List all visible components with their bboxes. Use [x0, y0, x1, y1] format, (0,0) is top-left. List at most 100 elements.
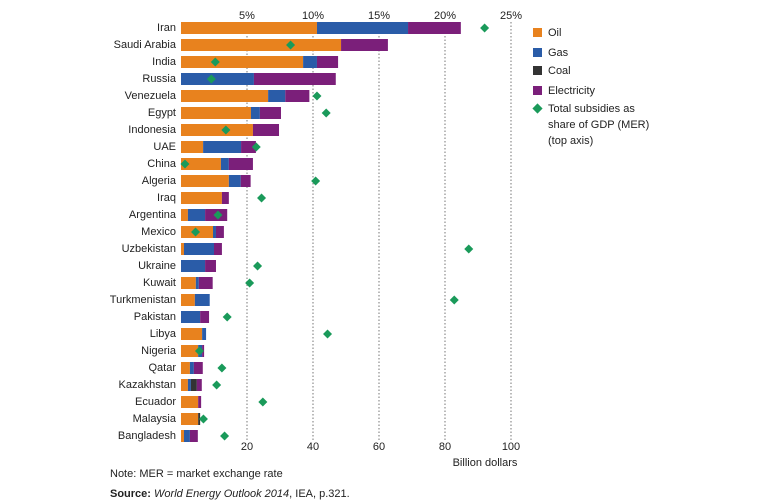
bar-segment — [252, 124, 280, 136]
share-marker — [449, 295, 459, 305]
category-label: Bangladesh — [118, 430, 176, 442]
x2-tick-label: 5% — [239, 10, 255, 22]
x2-tick-label: 20% — [434, 10, 456, 22]
share-marker — [191, 227, 201, 237]
bar-segment — [189, 362, 194, 374]
bar-segment — [181, 124, 253, 136]
category-label: Nigeria — [141, 345, 177, 357]
share-marker — [286, 40, 296, 50]
share-marker — [311, 176, 321, 186]
x-tick-label: 80 — [439, 441, 451, 453]
category-label: Argentina — [129, 209, 177, 221]
note: Note: MER = market exchange rate — [110, 468, 283, 480]
category-label: Uzbekistan — [122, 243, 176, 255]
category-label: Malaysia — [133, 413, 177, 425]
bar-segment — [181, 90, 269, 102]
bar-segment — [203, 141, 242, 153]
bar-segment — [181, 379, 188, 391]
bar-segment — [228, 158, 253, 170]
share-marker — [213, 210, 223, 220]
bar-segment — [205, 260, 216, 272]
bar-segment — [181, 294, 195, 306]
category-label: Mexico — [141, 226, 176, 238]
bar-segment — [183, 430, 190, 442]
category-label: Pakistan — [134, 311, 176, 323]
share-marker — [206, 74, 216, 84]
bar-segment — [198, 277, 213, 289]
bar-segment — [181, 107, 251, 119]
category-label: Venezuela — [125, 90, 177, 102]
x-tick-label: 60 — [373, 441, 385, 453]
category-label: UAE — [153, 141, 176, 153]
share-marker — [323, 329, 333, 339]
bar-segment — [200, 311, 210, 323]
bar-segment — [221, 192, 229, 204]
share-marker — [312, 91, 322, 101]
category-label: Egypt — [148, 107, 176, 119]
bar-segment — [187, 379, 191, 391]
share-marker — [258, 397, 268, 407]
bar-segment — [303, 56, 317, 68]
x-axis-title: Billion dollars — [453, 457, 518, 469]
x-tick-label: 20 — [241, 441, 253, 453]
bar-segment — [196, 379, 202, 391]
bar-segment — [181, 22, 317, 34]
category-label: Kuwait — [143, 277, 176, 289]
bar-segment — [228, 175, 241, 187]
category-label: Iran — [157, 22, 176, 34]
bar-segment — [181, 39, 342, 51]
category-label: Algeria — [142, 175, 177, 187]
bar-segment — [181, 209, 188, 221]
legend-marker — [533, 28, 542, 37]
bar-segment — [253, 73, 336, 85]
bar-segment — [240, 175, 251, 187]
bar-segment — [181, 175, 229, 187]
x-tick-label: 40 — [307, 441, 319, 453]
x-tick-label: 100 — [502, 441, 520, 453]
bar-segment — [181, 141, 204, 153]
legend-marker — [533, 86, 542, 95]
bar-segment — [250, 107, 260, 119]
bar-segment — [181, 73, 254, 85]
bar-segment — [181, 396, 199, 408]
share-marker — [321, 108, 331, 118]
category-label: Qatar — [148, 362, 176, 374]
bar-segment — [181, 277, 196, 289]
share-marker — [220, 431, 230, 441]
share-marker — [253, 261, 263, 271]
source-title: World Energy Outlook 2014 — [154, 488, 290, 500]
source-rest: , IEA, p.321. — [289, 488, 350, 500]
share-marker — [180, 159, 190, 169]
category-label: Iraq — [157, 192, 176, 204]
legend-label: Oil — [548, 27, 562, 39]
legend-label: Gas — [548, 47, 569, 59]
bar-segment — [316, 56, 339, 68]
share-marker — [251, 142, 261, 152]
bar-segment — [259, 107, 281, 119]
source-label: Source: — [110, 488, 151, 500]
bar-segment — [181, 260, 206, 272]
category-label: Saudi Arabia — [114, 39, 177, 51]
source: Source: World Energy Outlook 2014, IEA, … — [110, 488, 350, 500]
bar-segment — [181, 345, 199, 357]
legend-marker — [533, 66, 542, 75]
bar-segment — [202, 328, 207, 340]
category-label: Ecuador — [135, 396, 176, 408]
category-label: Ukraine — [138, 260, 176, 272]
share-marker — [198, 414, 208, 424]
category-label: Russia — [142, 73, 177, 85]
bar-segment — [220, 158, 229, 170]
share-marker — [245, 278, 255, 288]
legend-label: Total subsidies as share of GDP (MER) (t… — [548, 103, 650, 147]
category-label: China — [147, 158, 177, 170]
share-marker — [222, 312, 232, 322]
category-label: Libya — [150, 328, 177, 340]
bar-segment — [181, 413, 199, 425]
share-marker — [257, 193, 267, 203]
bar-segment — [181, 311, 201, 323]
category-label: Turkmenistan — [110, 294, 176, 306]
share-marker — [464, 244, 474, 254]
category-label: Indonesia — [128, 124, 177, 136]
